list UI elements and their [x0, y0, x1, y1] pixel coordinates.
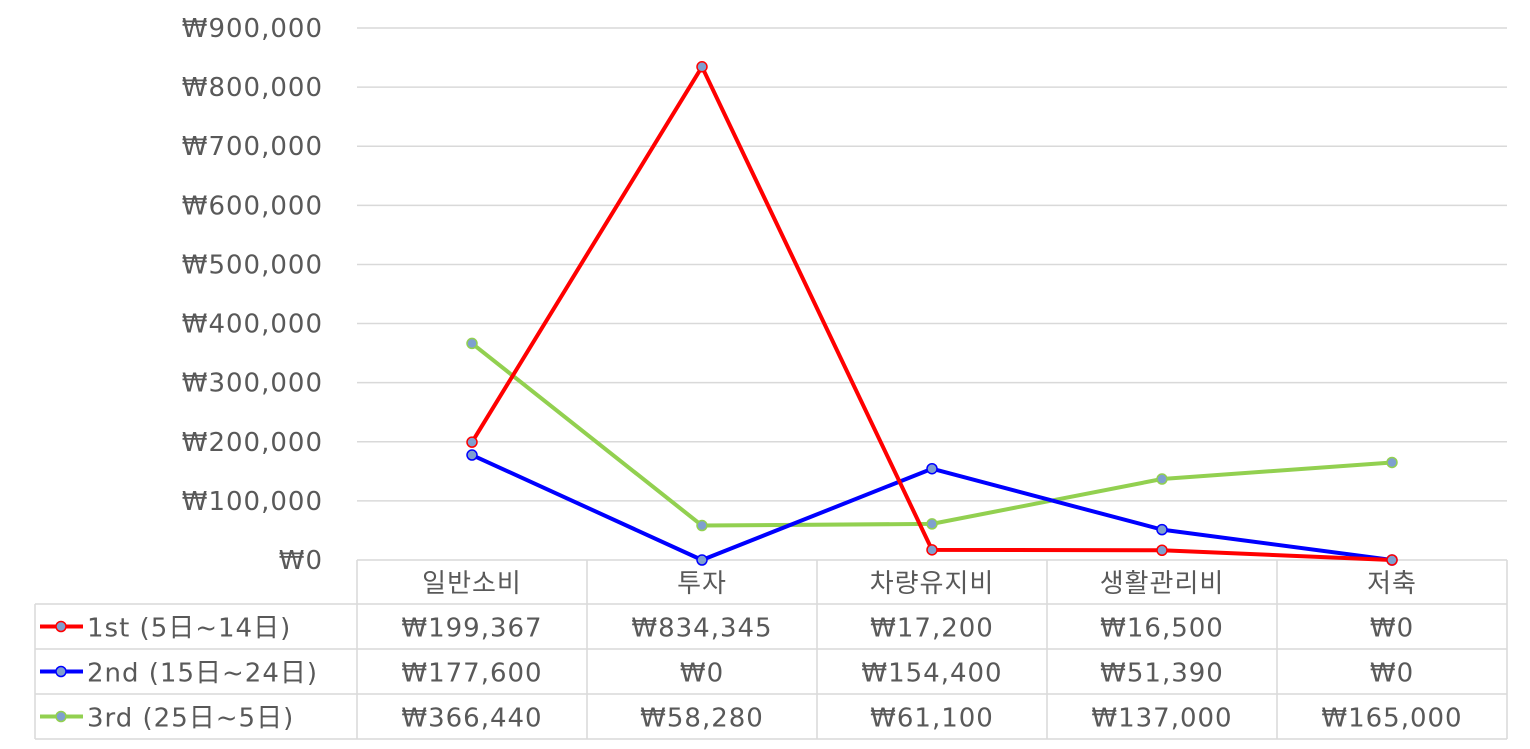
y-tick-label: ₩600,000 [182, 191, 323, 221]
data-point [696, 519, 708, 532]
legend-entry: 2nd (15日~24日) [87, 659, 318, 689]
data-point [926, 544, 938, 556]
y-tick-label: ₩900,000 [182, 14, 323, 44]
data-point [1156, 473, 1168, 485]
category-label: 일반소비 [422, 569, 522, 599]
data-point [1156, 523, 1168, 536]
data-label: ₩834,345 [631, 614, 772, 644]
category-label: 차량유지비 [870, 569, 995, 599]
data-point [466, 436, 478, 448]
data-label: ₩165,000 [1321, 704, 1462, 734]
y-axis-ticks: ₩0 ₩100,000 ₩200,000 ₩300,000 ₩400,000 ₩500,0… [182, 14, 323, 576]
series-line [470, 341, 1393, 528]
data-label: ₩137,000 [1091, 704, 1232, 734]
legend-key-marker [55, 710, 67, 723]
y-tick-label: ₩400,000 [182, 310, 323, 340]
data-point [926, 518, 938, 530]
y-tick-label: ₩500,000 [182, 250, 323, 280]
data-table: 일반소비 투자 차량유지비 생활관리비 저축 1st (5日~14日) ₩199,367 ₩8… [34, 559, 1508, 740]
y-tick-label: ₩200,000 [182, 428, 323, 458]
category-label: 투자 [677, 569, 727, 599]
data-point [466, 337, 478, 350]
data-label: ₩17,200 [870, 614, 994, 644]
data-point [696, 61, 708, 73]
series-line [470, 64, 1393, 562]
legend-entry: 3rd (25日~5日) [87, 704, 294, 734]
data-label: ₩366,440 [401, 704, 542, 734]
category-label: 생활관리비 [1100, 569, 1225, 599]
legend-key-marker [55, 665, 67, 678]
legend-key-marker [55, 620, 67, 633]
series-lines [466, 61, 1398, 566]
data-label: ₩199,367 [401, 614, 542, 644]
y-tick-label: ₩800,000 [182, 73, 323, 103]
data-point [1156, 544, 1168, 556]
data-point [1386, 554, 1398, 566]
category-label: 저축 [1367, 569, 1417, 599]
data-label: ₩0 [1370, 659, 1414, 689]
data-label: ₩51,390 [1100, 659, 1224, 689]
data-label: ₩154,400 [861, 659, 1002, 689]
data-label: ₩0 [1370, 614, 1414, 644]
data-label: ₩0 [680, 659, 724, 689]
data-point [696, 554, 708, 566]
legend-entry: 1st (5日~14日) [87, 614, 291, 644]
y-tick-label: ₩0 [279, 546, 323, 576]
data-label: ₩58,280 [640, 704, 764, 734]
data-label: ₩61,100 [870, 704, 994, 734]
data-label: ₩16,500 [1100, 614, 1224, 644]
data-point [1386, 456, 1398, 469]
y-tick-label: ₩100,000 [182, 487, 323, 517]
gridlines [357, 27, 1507, 502]
data-point [926, 462, 938, 475]
data-label: ₩177,600 [401, 659, 542, 689]
y-tick-label: ₩700,000 [182, 132, 323, 162]
data-point [466, 449, 478, 461]
y-tick-label: ₩300,000 [182, 369, 323, 399]
